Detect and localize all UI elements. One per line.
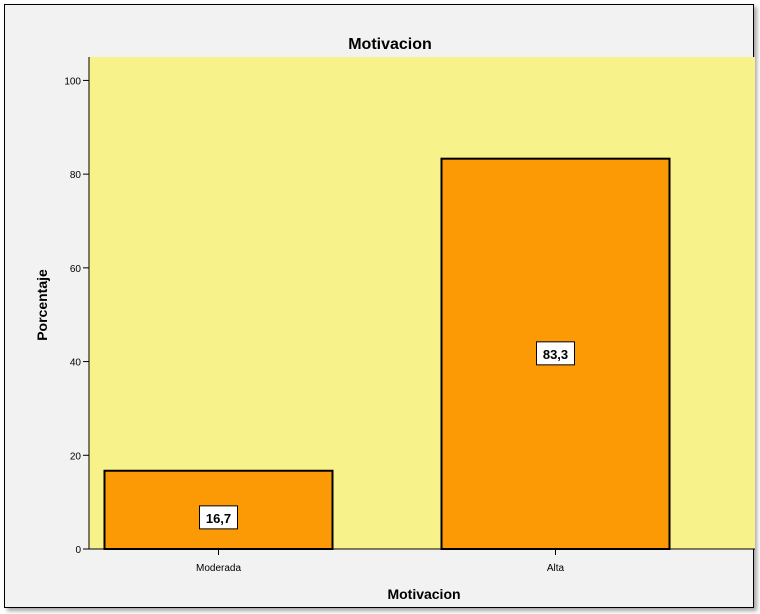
y-axis-title: Porcentaje bbox=[34, 269, 50, 341]
x-axis-title: Motivacion bbox=[387, 586, 460, 602]
bar-chart: Motivacion 0 20 40 60 80 100 16,7 83,3 Moderad… bbox=[34, 36, 755, 602]
chart-title: Motivacion bbox=[348, 36, 432, 53]
y-axis-ticks: 0 20 40 60 80 100 bbox=[64, 76, 89, 556]
y-tick-label: 0 bbox=[75, 545, 81, 556]
y-tick-label: 100 bbox=[64, 76, 81, 87]
x-tick-label: Alta bbox=[547, 563, 565, 574]
bars: 16,7 83,3 bbox=[103, 157, 671, 550]
data-label: 16,7 bbox=[206, 511, 231, 526]
y-tick-label: 40 bbox=[70, 358, 82, 369]
chart-frame: Motivacion 0 20 40 60 80 100 16,7 83,3 Moderad… bbox=[4, 4, 755, 608]
y-tick-label: 60 bbox=[70, 264, 82, 275]
data-label-box bbox=[199, 505, 238, 530]
y-tick-label: 20 bbox=[70, 451, 82, 462]
data-label-box bbox=[536, 341, 575, 366]
x-tick-label: Moderada bbox=[196, 563, 241, 574]
x-axis-tick-labels: Moderada Alta bbox=[196, 549, 565, 574]
y-tick-label: 80 bbox=[70, 170, 82, 181]
data-label: 83,3 bbox=[543, 347, 568, 362]
